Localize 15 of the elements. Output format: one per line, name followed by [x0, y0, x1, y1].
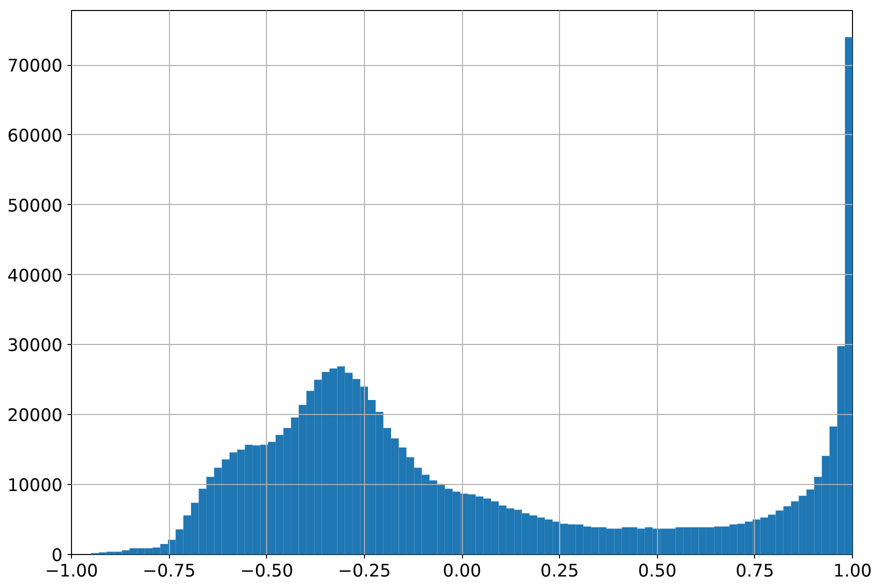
- x-tick-label: 0.25: [540, 562, 579, 582]
- x-tick-label: 0.75: [736, 562, 774, 582]
- x-tick-label: 0.50: [638, 562, 677, 582]
- y-tick-label: 50000: [7, 196, 62, 216]
- y-tick-label: 20000: [7, 406, 62, 426]
- x-tick-label: −0.25: [338, 562, 391, 582]
- x-tick-label: 1.00: [833, 562, 872, 582]
- y-tick-label: 10000: [7, 476, 62, 496]
- x-tick-label: −0.50: [240, 562, 294, 582]
- x-tick-label: −0.75: [142, 562, 196, 582]
- x-tick-label: 0.00: [442, 562, 482, 582]
- y-tick-label: 40000: [7, 266, 62, 286]
- y-tick-label: 30000: [7, 336, 62, 356]
- y-tick-label: 60000: [7, 126, 62, 146]
- y-tick-label: 70000: [7, 56, 62, 77]
